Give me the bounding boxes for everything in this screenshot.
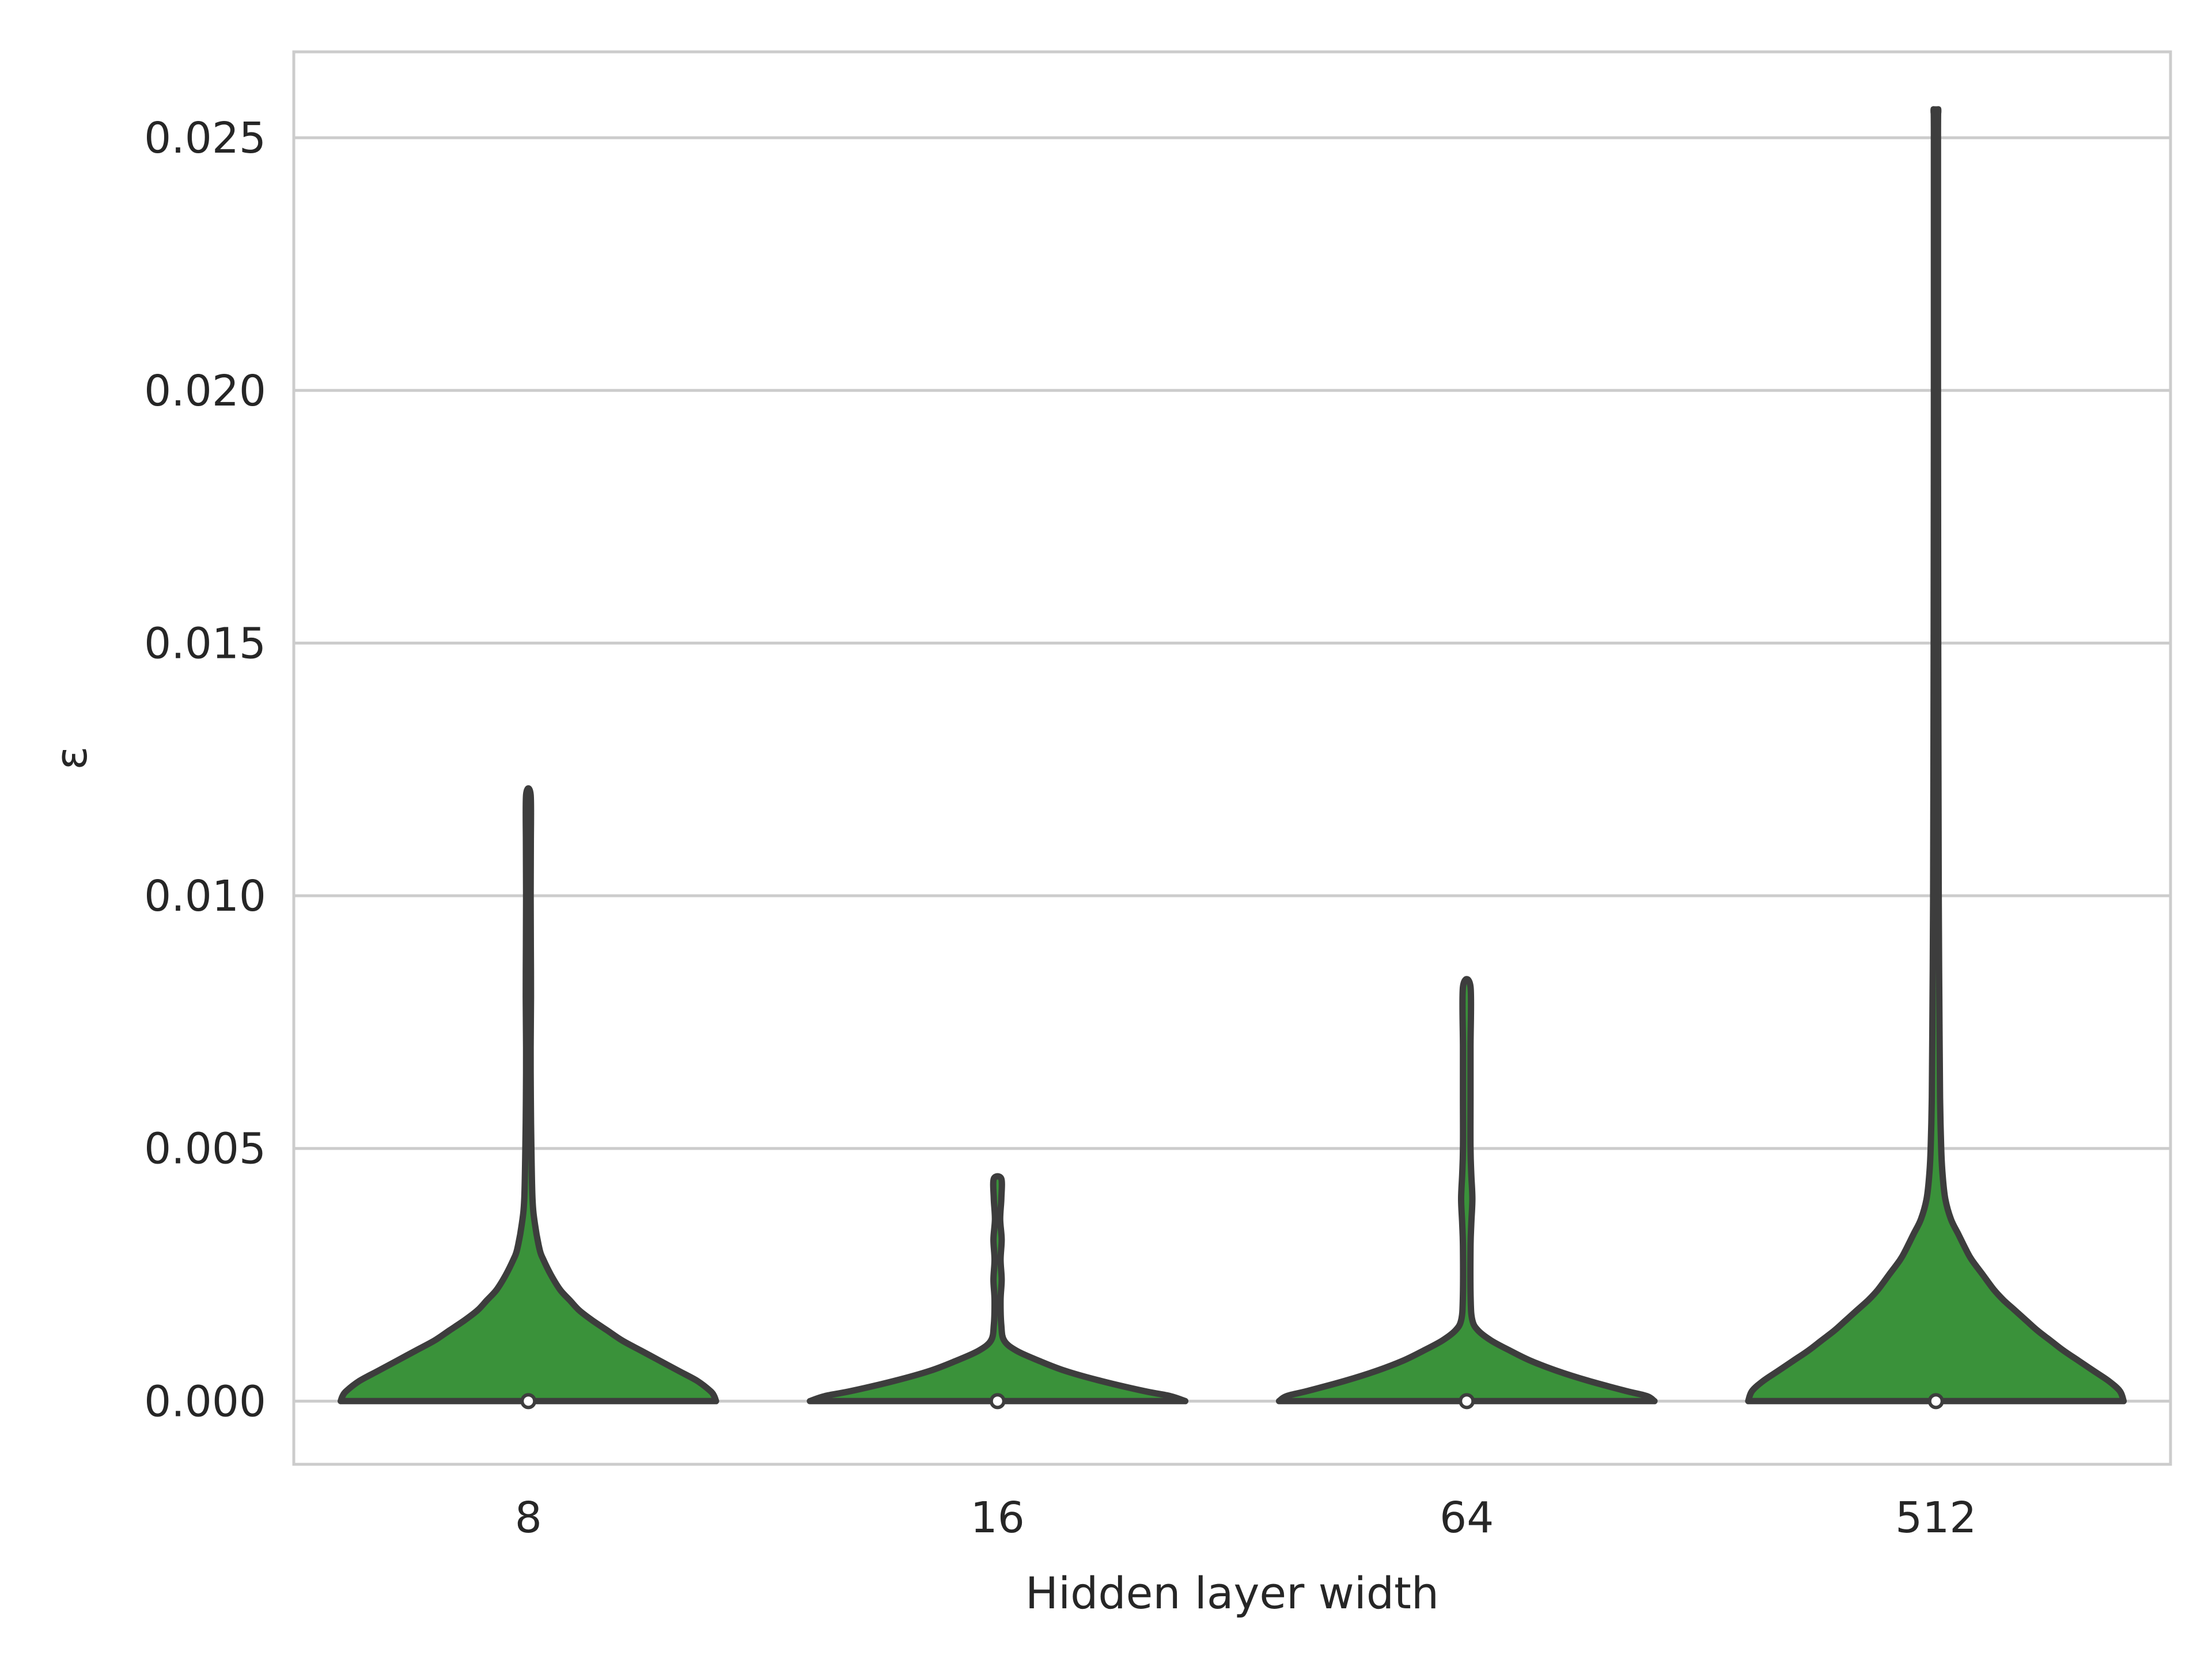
median-dot-512	[1927, 1393, 1944, 1410]
median-dot-64	[1459, 1393, 1475, 1410]
plot-frame	[292, 50, 2172, 1466]
x-tick-label: 64	[1440, 1493, 1494, 1543]
x-axis-label: Hidden layer width	[1025, 1567, 1439, 1619]
x-tick-label: 512	[1895, 1493, 1976, 1543]
x-tick-label: 16	[971, 1493, 1025, 1543]
y-tick-label: 0.000	[144, 1377, 266, 1426]
violin-64	[1275, 976, 1658, 1404]
y-tick-label: 0.025	[144, 113, 266, 163]
y-tick-label: 0.010	[144, 872, 266, 921]
x-tick-labels: 8 16 64 512	[515, 1493, 1977, 1543]
violin-series	[338, 106, 2127, 1410]
x-tick-label: 8	[515, 1493, 542, 1543]
violin-512	[1745, 106, 2127, 1404]
y-tick-label: 0.020	[144, 366, 266, 416]
y-axis-label: ε	[46, 746, 97, 770]
violin-8	[338, 785, 719, 1404]
y-tick-label: 0.015	[144, 619, 266, 668]
median-dot-8	[520, 1393, 537, 1410]
violin-16	[806, 1173, 1189, 1404]
y-tick-labels: 0.000 0.005 0.010 0.015 0.020 0.025	[144, 113, 266, 1426]
median-dot-16	[989, 1393, 1006, 1410]
y-tick-label: 0.005	[144, 1124, 266, 1174]
